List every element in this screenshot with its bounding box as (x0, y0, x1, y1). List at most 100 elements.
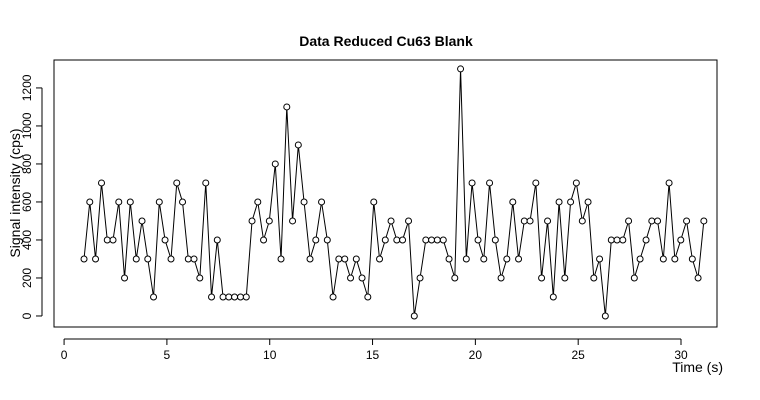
data-point (126, 198, 134, 206)
data-point (445, 255, 453, 263)
data-point (358, 274, 366, 282)
data-point (439, 236, 447, 244)
data-point (405, 217, 413, 225)
data-point (393, 236, 401, 244)
data-point (590, 274, 598, 282)
data-point (468, 179, 476, 187)
x-tick-label: 30 (674, 348, 688, 362)
data-point (462, 255, 470, 263)
data-point (370, 198, 378, 206)
data-point (683, 217, 691, 225)
data-point (312, 236, 320, 244)
data-point (491, 236, 499, 244)
data-point (561, 274, 569, 282)
data-point (515, 255, 523, 263)
data-point (364, 293, 372, 301)
data-point (184, 255, 192, 263)
data-point (584, 198, 592, 206)
data-point (677, 236, 685, 244)
data-point (196, 274, 204, 282)
data-point (86, 198, 94, 206)
data-point (619, 236, 627, 244)
data-point (700, 217, 708, 225)
data-point (555, 198, 563, 206)
y-tick-label: 600 (20, 192, 34, 212)
data-point (138, 217, 146, 225)
data-point (173, 179, 181, 187)
data-point (265, 217, 273, 225)
data-point (474, 236, 482, 244)
data-point (213, 236, 221, 244)
data-point (457, 65, 465, 73)
data-point (532, 179, 540, 187)
y-tick-label: 1000 (20, 112, 34, 139)
data-point (538, 274, 546, 282)
data-point (399, 236, 407, 244)
data-point (659, 255, 667, 263)
data-point (572, 179, 580, 187)
data-point (306, 255, 314, 263)
data-point (103, 236, 111, 244)
data-point (636, 255, 644, 263)
data-point (549, 293, 557, 301)
data-point (671, 255, 679, 263)
y-tick-label: 200 (20, 268, 34, 288)
data-point (289, 217, 297, 225)
y-tick-label: 400 (20, 230, 34, 250)
data-point (208, 293, 216, 301)
data-point (294, 141, 302, 149)
data-point (648, 217, 656, 225)
data-point (387, 217, 395, 225)
data-point (155, 198, 163, 206)
data-point (150, 293, 158, 301)
data-point (578, 217, 586, 225)
data-point (323, 236, 331, 244)
data-point (318, 198, 326, 206)
data-point (300, 198, 308, 206)
data-point (416, 274, 424, 282)
data-point (144, 255, 152, 263)
data-point (260, 236, 268, 244)
x-tick-label: 10 (263, 348, 277, 362)
data-point (422, 236, 430, 244)
data-point (347, 274, 355, 282)
data-point (596, 255, 604, 263)
data-point (503, 255, 511, 263)
data-point (254, 198, 262, 206)
x-tick-label: 20 (469, 348, 483, 362)
data-line (83, 68, 705, 317)
x-tick-label: 25 (572, 348, 586, 362)
data-point (625, 217, 633, 225)
data-point (202, 179, 210, 187)
data-point (277, 255, 285, 263)
data-point (237, 293, 245, 301)
data-point (381, 236, 389, 244)
data-point (567, 198, 575, 206)
data-point (98, 179, 106, 187)
data-point (694, 274, 702, 282)
data-point (607, 236, 615, 244)
data-point (376, 255, 384, 263)
x-tick-label: 5 (164, 348, 171, 362)
data-point (630, 274, 638, 282)
data-point (654, 217, 662, 225)
data-point (248, 217, 256, 225)
data-point (480, 255, 488, 263)
data-point (231, 293, 239, 301)
data-point (433, 236, 441, 244)
data-point (497, 274, 505, 282)
data-point (109, 236, 117, 244)
chart-title: Data Reduced Cu63 Blank (299, 33, 473, 49)
data-point (225, 293, 233, 301)
x-tick-label: 0 (61, 348, 68, 362)
y-tick-label: 800 (20, 154, 34, 174)
data-point (486, 179, 494, 187)
data-point (428, 236, 436, 244)
data-point (509, 198, 517, 206)
data-point (544, 217, 552, 225)
data-point (642, 236, 650, 244)
data-point (410, 312, 418, 320)
data-point (329, 293, 337, 301)
data-point (688, 255, 696, 263)
